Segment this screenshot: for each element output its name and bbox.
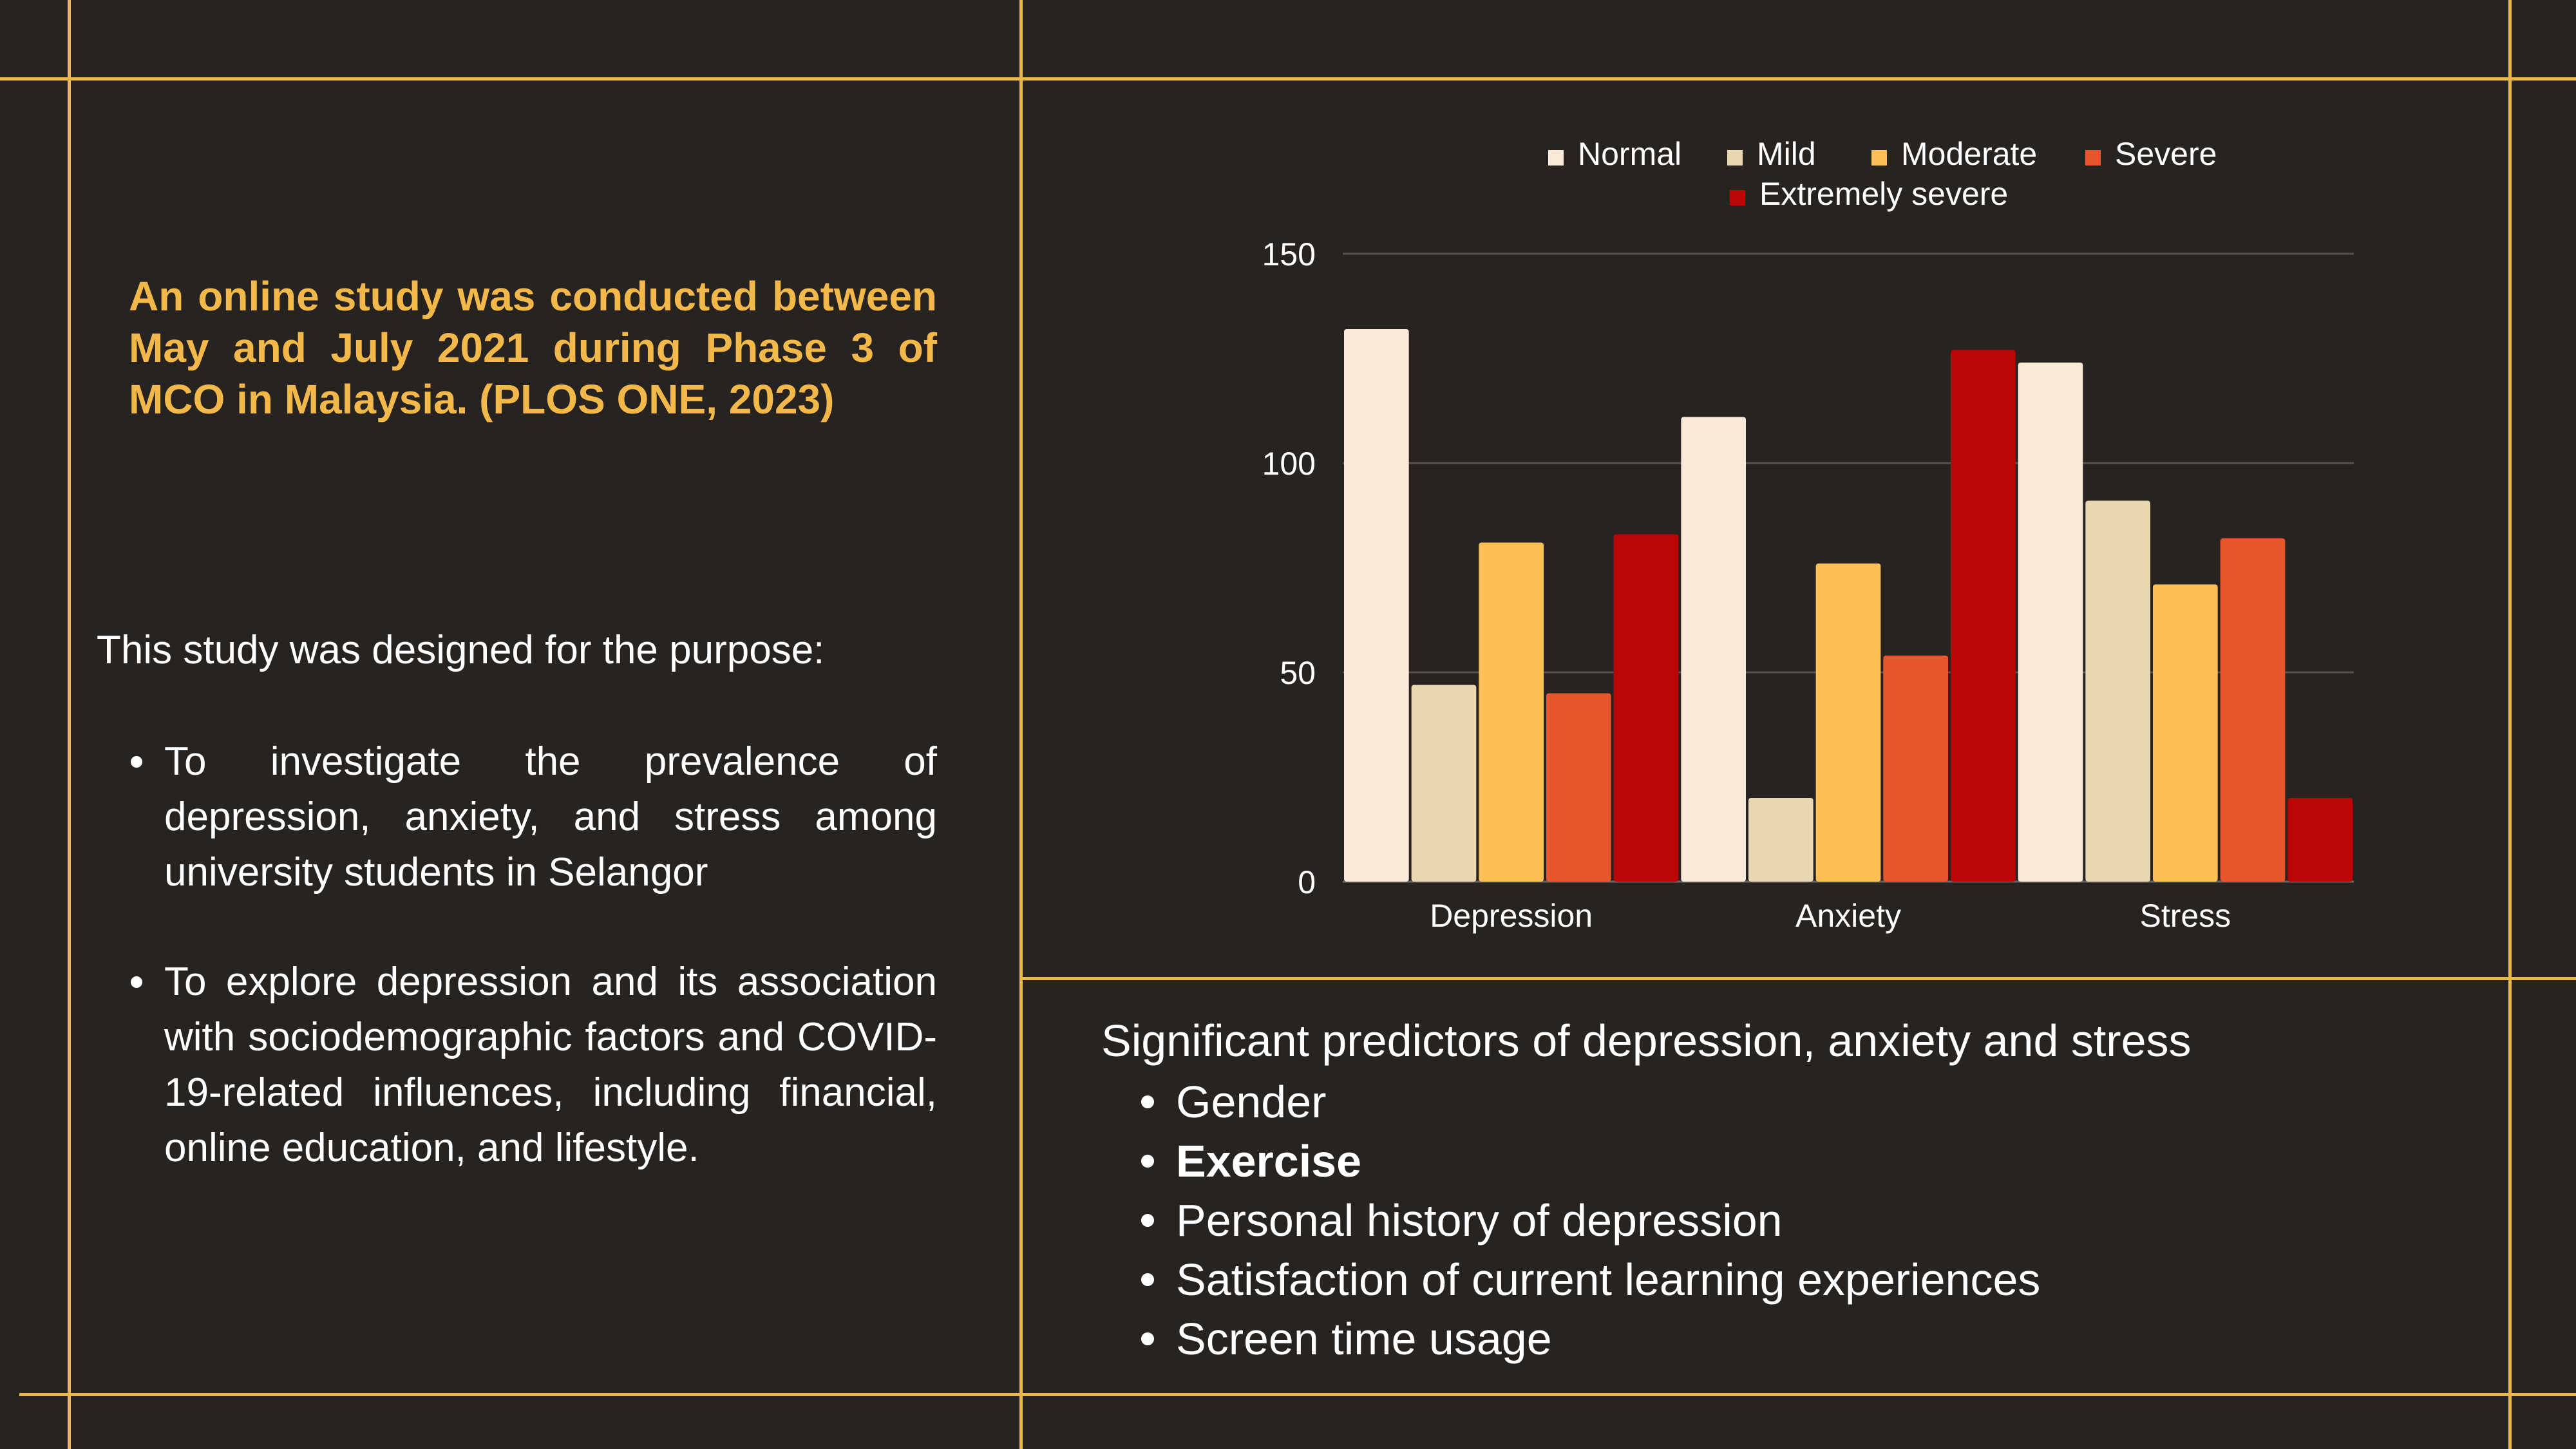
bar (1883, 656, 1948, 882)
legend-swatch (1871, 150, 1887, 166)
y-tick-label: 50 (1280, 655, 1316, 691)
bar (2287, 798, 2353, 882)
bar (1815, 564, 1881, 882)
legend-label: Severe (2115, 136, 2217, 172)
right-divider-line (1021, 977, 2576, 980)
purpose-list: To investigate the prevalence of depress… (131, 734, 937, 1230)
legend-swatch (1730, 190, 1745, 205)
bar (2220, 538, 2286, 882)
bar (2153, 584, 2218, 882)
bar (2018, 363, 2083, 882)
bar (2085, 500, 2150, 882)
study-intro-text: An online study was conducted between Ma… (129, 273, 937, 422)
right-border-line (2508, 0, 2512, 1449)
severity-bar-chart: 0 50 100 150 Depression Anxiety Stress Normal Mi… (1262, 136, 2354, 934)
predictors-title: Significant predictors of depression, an… (1101, 1016, 2192, 1066)
legend-label: Mild (1757, 136, 1816, 172)
legend-label: Extremely severe (1759, 176, 2008, 212)
x-tick-label: Anxiety (1795, 898, 1901, 934)
predictors-list: Gender Exercise Personal history of depr… (1141, 1072, 2464, 1368)
predictor-item-exercise: Exercise (1141, 1132, 2464, 1191)
legend-swatch (2085, 150, 2101, 166)
y-tick-label: 100 (1262, 446, 1316, 482)
bar (1681, 417, 1746, 882)
bar (1479, 542, 1544, 882)
y-tick-label: 0 (1298, 864, 1316, 900)
top-border-line (0, 77, 2576, 80)
left-border-line (68, 0, 71, 1449)
predictor-item-screen-time: Screen time usage (1141, 1309, 2464, 1368)
bar (1613, 534, 1679, 882)
predictor-item-gender: Gender (1141, 1072, 2464, 1132)
legend-label: Moderate (1901, 136, 2037, 172)
bar (1411, 685, 1477, 882)
legend-label: Normal (1578, 136, 1681, 172)
predictor-item-satisfaction: Satisfaction of current learning experie… (1141, 1250, 2464, 1309)
bottom-border-line (19, 1393, 2576, 1396)
predictor-item-history: Personal history of depression (1141, 1191, 2464, 1250)
center-divider-line (1019, 0, 1023, 1449)
purpose-intro-text: This study was designed for the purpose: (97, 628, 825, 672)
y-tick-label: 150 (1262, 236, 1316, 272)
x-tick-label: Stress (2139, 898, 2231, 934)
bar (1951, 350, 2016, 882)
bar (1546, 693, 1611, 882)
bar (1344, 329, 1409, 882)
bar (1748, 798, 1814, 882)
purpose-item: To investigate the prevalence of depress… (131, 734, 937, 900)
x-tick-label: Depression (1430, 898, 1593, 934)
legend-swatch (1548, 150, 1564, 166)
legend-swatch (1727, 150, 1743, 166)
purpose-item: To explore depression and its associatio… (131, 954, 937, 1176)
